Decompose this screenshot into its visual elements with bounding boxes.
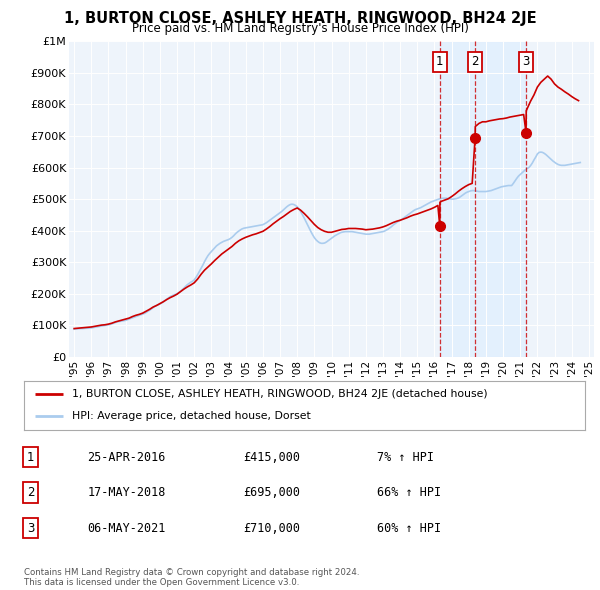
Text: 1: 1	[27, 451, 34, 464]
Text: 3: 3	[27, 522, 34, 535]
Bar	[440, 41, 526, 357]
Text: 3: 3	[523, 55, 530, 68]
Text: Contains HM Land Registry data © Crown copyright and database right 2024.
This d: Contains HM Land Registry data © Crown c…	[24, 568, 359, 587]
Text: 06-MAY-2021: 06-MAY-2021	[87, 522, 166, 535]
Text: 25-APR-2016: 25-APR-2016	[87, 451, 166, 464]
Text: 1, BURTON CLOSE, ASHLEY HEATH, RINGWOOD, BH24 2JE (detached house): 1, BURTON CLOSE, ASHLEY HEATH, RINGWOOD,…	[71, 389, 487, 399]
Text: £415,000: £415,000	[244, 451, 301, 464]
Text: 1: 1	[436, 55, 443, 68]
Text: 17-MAY-2018: 17-MAY-2018	[87, 486, 166, 499]
Text: £695,000: £695,000	[244, 486, 301, 499]
Text: HPI: Average price, detached house, Dorset: HPI: Average price, detached house, Dors…	[71, 411, 310, 421]
Text: 60% ↑ HPI: 60% ↑ HPI	[377, 522, 441, 535]
Text: 2: 2	[27, 486, 34, 499]
Text: £710,000: £710,000	[244, 522, 301, 535]
Text: 1, BURTON CLOSE, ASHLEY HEATH, RINGWOOD, BH24 2JE: 1, BURTON CLOSE, ASHLEY HEATH, RINGWOOD,…	[64, 11, 536, 25]
Text: 2: 2	[472, 55, 479, 68]
Text: 7% ↑ HPI: 7% ↑ HPI	[377, 451, 434, 464]
Text: Price paid vs. HM Land Registry's House Price Index (HPI): Price paid vs. HM Land Registry's House …	[131, 22, 469, 35]
Text: 66% ↑ HPI: 66% ↑ HPI	[377, 486, 441, 499]
